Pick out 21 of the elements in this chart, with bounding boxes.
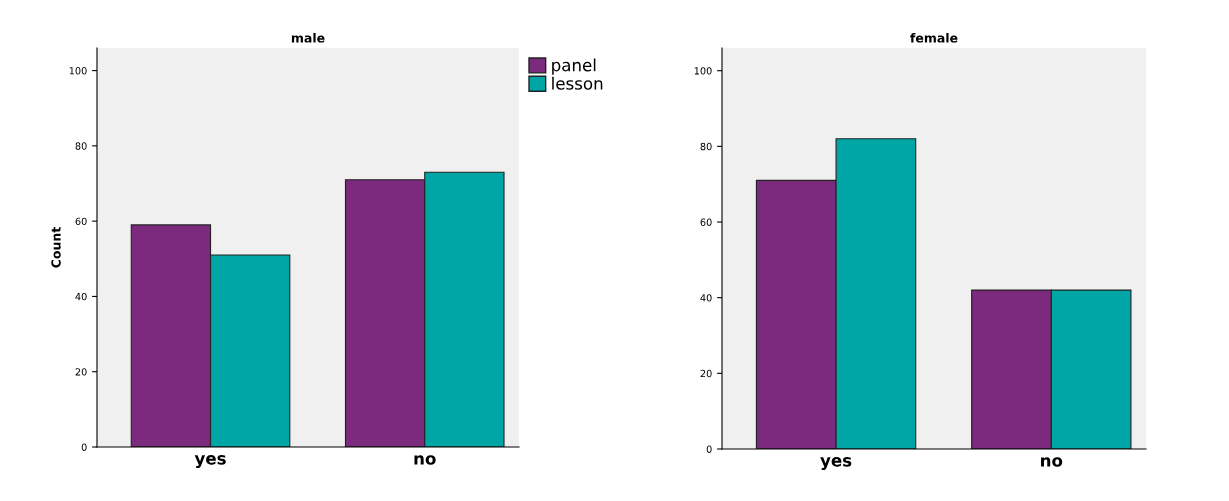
y-axis-title: Count: [51, 227, 61, 268]
y-tick-label: 60: [75, 217, 87, 225]
x-tick-label: no: [1041, 457, 1063, 467]
chart-title: male: [291, 32, 325, 43]
y-tick-label: 100: [69, 67, 87, 75]
legend-label: panel: [552, 58, 596, 75]
y-tick-label: 20: [700, 369, 712, 378]
legend-label: lesson: [552, 76, 603, 90]
y-tick-label: 40: [700, 294, 712, 302]
y-tick-label: 80: [700, 142, 712, 151]
y-tick-label: 60: [700, 218, 712, 226]
y-tick-label: 100: [694, 67, 712, 75]
y-tick-label: 40: [75, 292, 87, 301]
chart-title: female: [910, 32, 958, 43]
x-tick-label: yes: [194, 455, 226, 468]
y-tick-label: 0: [706, 445, 712, 453]
y-tick-label: 80: [75, 142, 87, 150]
x-tick-label: no: [414, 455, 436, 465]
x-tick-label: yes: [820, 457, 852, 470]
y-tick-label: 20: [75, 368, 87, 376]
y-tick-label: 0: [81, 443, 87, 451]
